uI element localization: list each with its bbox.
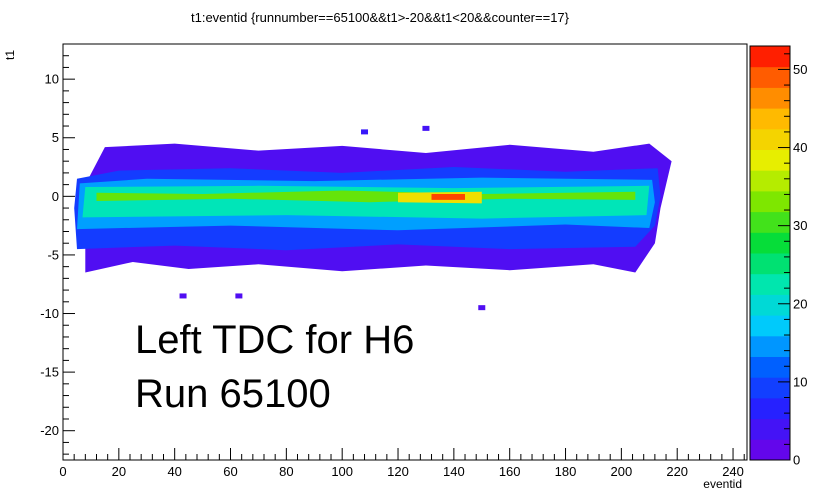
- x-tick-label-60: 60: [223, 464, 237, 479]
- x-tick-label-120: 120: [387, 464, 409, 479]
- x-tick-label-100: 100: [331, 464, 353, 479]
- color-scale-band-18: [750, 66, 790, 88]
- x-tick-label-160: 160: [499, 464, 521, 479]
- color-scale-band-11: [750, 211, 790, 233]
- x-tick-label-0: 0: [59, 464, 66, 479]
- color-scale-band-0: [750, 439, 790, 461]
- color-scale-band-13: [750, 170, 790, 192]
- color-scale-tick-label-50: 50: [793, 62, 807, 77]
- isolated-cell-4: [422, 125, 430, 131]
- x-tick-label-140: 140: [443, 464, 465, 479]
- color-scale-band-19: [750, 46, 790, 68]
- color-scale-band-8: [750, 273, 790, 295]
- annotation-detector-label: Left TDC for H6: [135, 318, 415, 362]
- y-tick-label-0: 0: [52, 189, 59, 204]
- x-tick-label-220: 220: [666, 464, 688, 479]
- y-tick-label-5: 5: [52, 130, 59, 145]
- color-scale-tick-label-30: 30: [793, 218, 807, 233]
- y-tick-label--15: -15: [40, 365, 59, 380]
- y-tick-label-10: 10: [45, 72, 59, 87]
- density-region-3: [82, 185, 650, 219]
- plot-area: [63, 44, 747, 460]
- x-tick-label-200: 200: [611, 464, 633, 479]
- color-scale-frame: [749, 45, 791, 461]
- color-scale-tick-label-0: 0: [793, 453, 800, 468]
- color-scale: 0 10 20 30 40 50: [749, 45, 807, 468]
- color-scale-band-15: [750, 128, 790, 150]
- x-axis-title: eventid: [703, 477, 742, 491]
- color-scale-band-10: [750, 232, 790, 254]
- density-region-6: [431, 194, 465, 200]
- color-scale-band-12: [750, 190, 790, 213]
- color-scale-band-16: [750, 108, 790, 130]
- y-axis-title: t1: [3, 50, 17, 60]
- plot-frame: [62, 43, 748, 461]
- color-scale-tick-label-20: 20: [793, 296, 807, 311]
- isolated-cell-1: [235, 293, 243, 299]
- color-scale-band-7: [750, 294, 790, 316]
- axes: 0 20 40 60 80 100 120 140 160 180 200 220 240-20-15-…: [40, 43, 748, 479]
- isolated-cell-3: [361, 129, 369, 135]
- y-tick-label--5: -5: [47, 247, 59, 262]
- annotation-run-label: Run 65100: [135, 372, 331, 416]
- chart-title: t1:eventid {runnumber==65100&&t1>-20&&t1…: [191, 10, 570, 25]
- x-tick-label-240: 240: [722, 464, 744, 479]
- x-tick-label-180: 180: [555, 464, 577, 479]
- color-scale-tick-label-10: 10: [793, 374, 807, 389]
- color-scale-band-1: [750, 418, 790, 440]
- x-tick-label-40: 40: [167, 464, 181, 479]
- isolated-cell-0: [179, 293, 187, 299]
- color-scale-band-4: [750, 356, 790, 378]
- y-tick-label--10: -10: [40, 306, 59, 321]
- color-scale-band-5: [750, 335, 790, 357]
- isolated-cell-2: [478, 305, 486, 311]
- x-tick-label-20: 20: [112, 464, 126, 479]
- color-scale-band-14: [750, 149, 790, 171]
- color-scale-band-3: [750, 377, 790, 399]
- color-scale-band-17: [750, 87, 790, 109]
- color-scale-band-2: [750, 397, 790, 420]
- density-region-4: [96, 190, 636, 203]
- y-tick-label--20: -20: [40, 423, 59, 438]
- x-tick-label-80: 80: [279, 464, 293, 479]
- color-scale-band-9: [750, 253, 790, 275]
- color-scale-band-6: [750, 315, 790, 337]
- color-scale-tick-label-40: 40: [793, 140, 807, 155]
